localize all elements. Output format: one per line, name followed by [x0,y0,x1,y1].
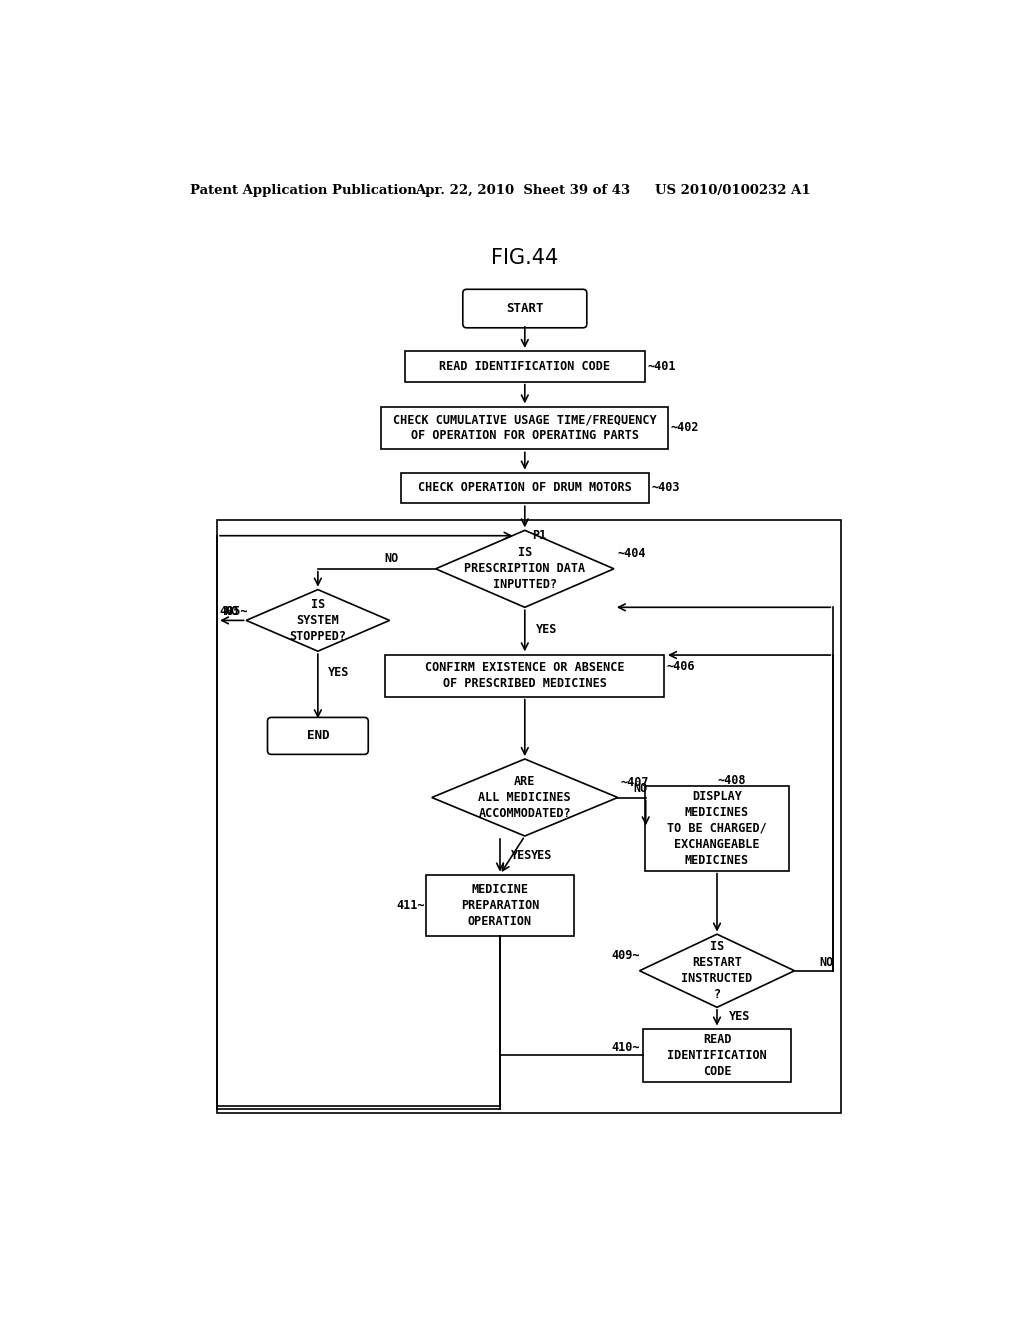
Text: ~406: ~406 [667,660,695,673]
Text: Patent Application Publication: Patent Application Publication [190,185,417,197]
Text: ~404: ~404 [617,546,646,560]
Text: DISPLAY
MEDICINES
TO BE CHARGED/
EXCHANGEABLE
MEDICINES: DISPLAY MEDICINES TO BE CHARGED/ EXCHANG… [667,789,767,867]
Polygon shape [432,759,617,836]
Text: ARE
ALL MEDICINES
ACCOMMODATED?: ARE ALL MEDICINES ACCOMMODATED? [478,775,571,820]
Text: ~402: ~402 [671,421,699,434]
Text: YES: YES [328,667,349,680]
Text: YES: YES [511,849,532,862]
Text: US 2010/0100232 A1: US 2010/0100232 A1 [655,185,811,197]
Text: IS
PRESCRIPTION DATA
INPUTTED?: IS PRESCRIPTION DATA INPUTTED? [464,546,586,591]
Text: NO: NO [819,956,834,969]
FancyBboxPatch shape [463,289,587,327]
Text: START: START [506,302,544,315]
Text: 409~: 409~ [611,949,640,962]
Text: IS
RESTART
INSTRUCTED
?: IS RESTART INSTRUCTED ? [681,940,753,1002]
Text: MEDICINE
PREPARATION
OPERATION: MEDICINE PREPARATION OPERATION [461,883,540,928]
Bar [426,874,573,936]
Text: CONFIRM EXISTENCE OR ABSENCE
OF PRESCRIBED MEDICINES: CONFIRM EXISTENCE OR ABSENCE OF PRESCRIB… [425,661,625,690]
Text: FIG.44: FIG.44 [492,248,558,268]
Bar [400,473,649,503]
Text: YES: YES [531,849,552,862]
Text: ~403: ~403 [651,482,680,495]
Text: P1: P1 [532,529,547,541]
Text: ~401: ~401 [647,360,676,372]
Text: CHECK CUMULATIVE USAGE TIME/FREQUENCY
OF OPERATION FOR OPERATING PARTS: CHECK CUMULATIVE USAGE TIME/FREQUENCY OF… [393,413,656,442]
Polygon shape [435,531,614,607]
Text: YES: YES [729,1010,750,1023]
Text: CHECK OPERATION OF DRUM MOTORS: CHECK OPERATION OF DRUM MOTORS [418,482,632,495]
Bar [381,407,669,449]
Text: NO: NO [384,552,398,565]
Text: Apr. 22, 2010  Sheet 39 of 43: Apr. 22, 2010 Sheet 39 of 43 [415,185,630,197]
Bar [217,520,841,1113]
Bar [385,655,665,697]
Polygon shape [246,590,389,651]
Text: 410~: 410~ [611,1041,640,1055]
Text: IS
SYSTEM
STOPPED?: IS SYSTEM STOPPED? [290,598,346,643]
FancyBboxPatch shape [267,718,369,755]
Bar [643,1028,791,1082]
Text: ~407: ~407 [621,776,648,788]
Bar [404,351,645,381]
Polygon shape [640,935,795,1007]
Text: ~408: ~408 [717,774,745,787]
Text: 405~: 405~ [219,605,248,618]
Text: READ
IDENTIFICATION
CODE: READ IDENTIFICATION CODE [667,1034,767,1078]
Text: END: END [306,730,329,742]
Text: 411~: 411~ [396,899,425,912]
Text: NO: NO [224,605,239,618]
Bar [645,785,788,871]
Text: READ IDENTIFICATION CODE: READ IDENTIFICATION CODE [439,360,610,372]
Text: YES: YES [536,623,557,636]
Text: NO: NO [633,781,647,795]
